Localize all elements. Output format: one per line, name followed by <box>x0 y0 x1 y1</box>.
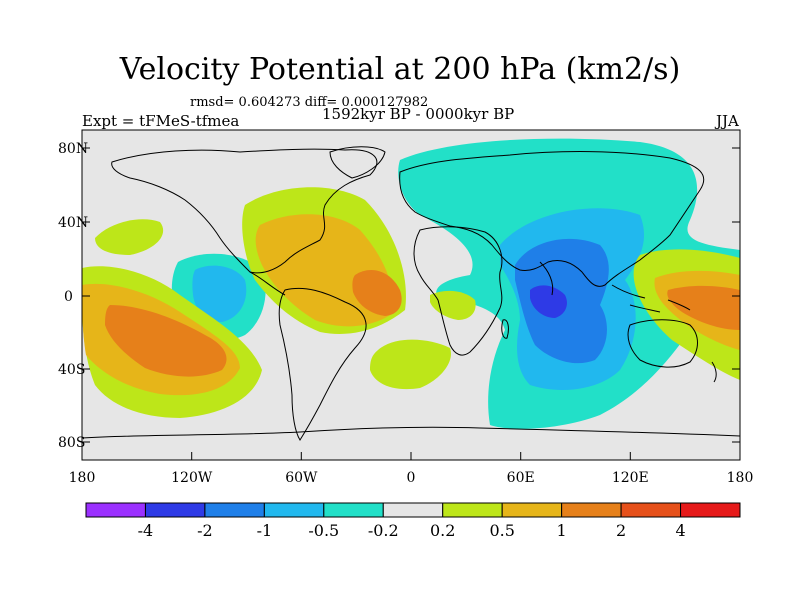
coast-eurasia <box>399 151 705 287</box>
colorbar-box <box>620 502 682 518</box>
lat-labels: 80N 40N 0 40S 80S <box>58 141 88 451</box>
colorbar-box <box>204 502 265 518</box>
colorbar-box <box>144 502 206 518</box>
contour-darkblue-core <box>530 285 567 318</box>
lon-label: 0 <box>407 470 416 486</box>
experiment-label: Expt = tFMeS-tfmea <box>82 112 240 130</box>
colorbar-label: -0.2 <box>368 521 399 540</box>
coast-india <box>539 261 554 296</box>
colorbar-label: -0.5 <box>308 521 339 540</box>
colorbar-label: -4 <box>138 521 154 540</box>
contour-darkorange-atlantic <box>352 270 402 316</box>
lon-labels: 180 120W 60W 0 60E 120E 180 <box>69 470 754 486</box>
lat-label: 80N <box>58 141 88 157</box>
contour-fill-layer <box>82 138 740 429</box>
lat-label: 40S <box>58 362 85 378</box>
contour-yellowgreen-npacific <box>95 219 164 255</box>
lon-label: 180 <box>727 470 754 486</box>
coast-greenland <box>329 146 386 179</box>
season-label: JJA <box>716 112 739 130</box>
contour-darkorange-westpac <box>667 285 740 330</box>
period-label: 1592kyr BP - 0000kyr BP <box>322 105 515 123</box>
lat-ticks <box>82 147 740 443</box>
colorbar-box <box>382 502 444 518</box>
map-area: 80N 40N 0 40S 80S 180 120W 60W 0 60E 120… <box>58 129 754 486</box>
colorbar-label: 0.2 <box>430 521 455 540</box>
coast-north-america <box>111 148 378 274</box>
colorbar-box <box>323 502 384 518</box>
colorbar-box <box>85 502 146 518</box>
lon-label: 180 <box>69 470 96 486</box>
lat-label: 40N <box>58 215 88 231</box>
coast-new-zealand <box>711 361 717 383</box>
colorbar-box <box>501 502 563 518</box>
lat-label: 0 <box>64 289 73 305</box>
colorbar-label: 4 <box>675 521 685 540</box>
colorbar-box <box>263 502 325 518</box>
colorbar-label: 1 <box>557 521 567 540</box>
coast-madagascar <box>501 319 509 339</box>
coast-australia <box>627 319 698 368</box>
contour-yellowgreen-satlantic <box>370 339 451 390</box>
coast-central-america <box>249 271 286 296</box>
lon-ticks <box>191 452 631 460</box>
lon-label: 60E <box>507 470 535 486</box>
colorbar-labels: -4 -2 -1 -0.5 -0.2 0.2 0.5 1 2 4 <box>138 521 686 540</box>
colorbar-box <box>442 502 503 518</box>
coast-antarctica <box>82 426 740 439</box>
colorbar <box>85 502 741 518</box>
plot-title: Velocity Potential at 200 hPa (km2/s) <box>119 52 681 87</box>
lon-label: 60W <box>285 470 318 486</box>
coast-maritime <box>611 284 691 313</box>
colorbar-label: -1 <box>257 521 273 540</box>
coast-south-america <box>278 287 367 441</box>
coast-africa <box>413 226 503 356</box>
contour-lightblue-west <box>192 265 247 322</box>
colorbar-box <box>680 502 741 518</box>
lon-label: 120W <box>171 470 213 486</box>
colorbar-label: -2 <box>197 521 213 540</box>
colorbar-box <box>561 502 622 518</box>
colorbar-label: 0.5 <box>489 521 514 540</box>
lat-label: 80S <box>58 435 85 451</box>
stats-text: rmsd= 0.604273 diff= 0.000127982 <box>190 95 429 110</box>
coastlines <box>82 146 740 441</box>
lon-label: 120E <box>612 470 649 486</box>
contour-darkorange-pacific <box>105 305 227 377</box>
colorbar-label: 2 <box>616 521 626 540</box>
